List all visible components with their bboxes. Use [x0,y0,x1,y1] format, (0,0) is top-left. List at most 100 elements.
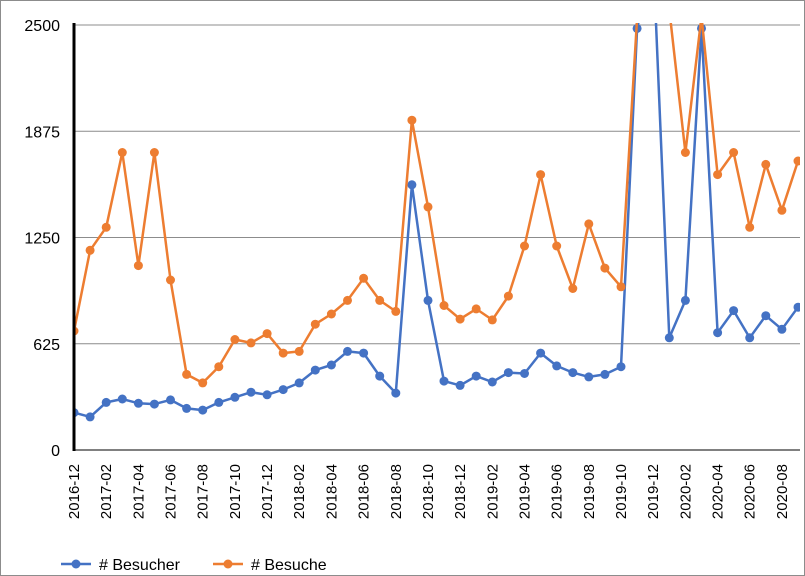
gridlines [74,24,800,451]
data-point [487,377,497,387]
data-point [149,148,159,157]
data-point [777,205,787,215]
series-line [73,23,800,419]
data-point [262,329,272,339]
x-tick-label: 2019-04 [516,464,533,519]
data-point [745,333,755,343]
data-point [729,306,739,316]
y-axis-ticks: 0 625 1250 1875 2500 [24,18,60,460]
legend-marker [223,559,233,569]
x-tick-label: 2020-02 [677,464,694,519]
data-point [101,222,111,232]
data-point [166,275,175,285]
data-point [552,361,562,371]
data-point [133,398,143,408]
data-point [536,170,546,180]
data-point [326,309,336,319]
data-point [729,148,739,157]
data-point [391,306,401,316]
y-tick-label: 0 [51,443,60,460]
data-point [713,328,723,338]
data-point [343,295,352,305]
data-point [278,385,288,395]
data-point [133,261,143,271]
series-group [73,14,800,422]
data-point [101,397,111,407]
data-point [294,378,304,388]
x-tick-label: 2018-02 [291,464,308,519]
data-point [584,372,594,382]
data-point [520,369,529,378]
data-point [439,301,449,310]
data-point [616,362,626,372]
x-tick-label: 2019-08 [581,464,598,519]
x-tick-label: 2017-06 [163,464,180,519]
data-point [520,241,529,251]
data-point [664,333,674,343]
data-point [214,362,224,372]
x-tick-label: 2020-08 [774,464,791,519]
data-point [584,219,594,229]
data-point [246,387,256,397]
data-point [166,395,175,405]
legend-marker [71,559,81,569]
x-tick-label: 2020-04 [710,464,727,519]
data-point [455,380,465,390]
data-point [471,371,481,381]
data-point [149,399,159,409]
series-1 [73,23,800,422]
y-tick-label: 1875 [24,124,60,141]
data-point [359,348,369,358]
data-point [713,170,723,180]
data-point [343,346,352,356]
data-point [761,159,771,169]
legend-label: # Besucher [99,557,181,574]
data-point [471,304,481,314]
x-axis-ticks: 2016-12 2017-02 2017-04 2017-06 2017-08 2017-… [66,464,791,519]
data-point [423,202,433,212]
data-point [294,346,304,356]
data-point [761,311,771,321]
y-tick-label: 2500 [24,18,60,35]
data-point [407,115,417,125]
data-point [375,295,385,305]
x-tick-label: 2017-10 [227,464,244,519]
data-point [117,394,127,404]
data-point [633,14,642,23]
data-point [230,392,240,402]
data-point [198,405,208,415]
data-point [503,291,513,301]
data-point [616,282,626,292]
x-tick-label: 2018-06 [356,464,373,519]
x-tick-label: 2018-10 [420,464,437,519]
data-point [455,314,465,324]
data-point [680,148,690,157]
data-point [680,295,690,305]
data-point [310,319,320,329]
data-point [117,148,127,157]
data-point [423,295,433,305]
data-point [214,397,224,407]
x-tick-label: 2018-04 [323,464,340,519]
x-tick-label: 2020-06 [742,464,759,519]
data-point [310,365,320,375]
data-point [568,368,578,378]
data-point [375,371,385,381]
series-line [73,23,800,385]
y-tick-label: 625 [33,337,60,354]
data-point [391,388,401,398]
data-point [246,338,256,348]
data-point [359,273,369,283]
data-point [182,369,192,379]
data-point [85,245,95,255]
data-point [793,156,800,166]
data-point [439,376,449,386]
legend: # Besucher # Besuche [61,557,327,574]
data-point [600,263,610,273]
data-point [536,348,546,358]
data-point [745,222,755,232]
data-point [85,412,95,422]
legend-item: # Besucher [61,557,181,574]
x-tick-label: 2017-12 [259,464,276,519]
